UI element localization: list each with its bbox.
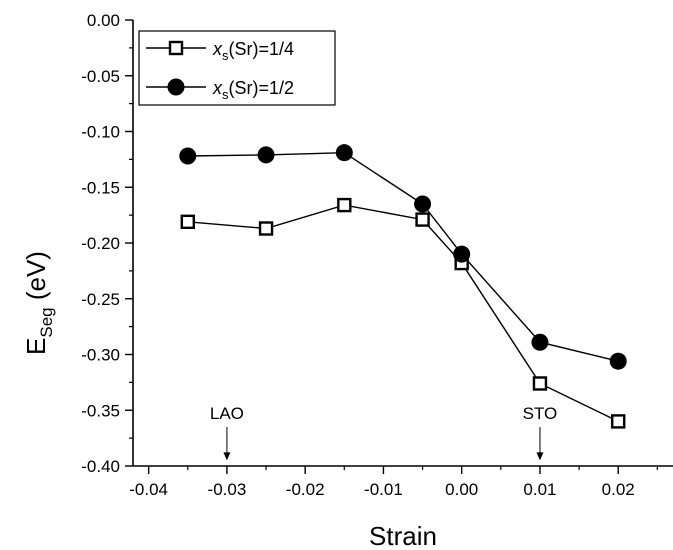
y-tick-label: -0.30 xyxy=(81,346,120,365)
data-point-square xyxy=(258,221,274,236)
data-point-circle xyxy=(335,144,353,162)
y-tick-label: -0.15 xyxy=(81,178,120,197)
y-axis-title: ESeg (eV) xyxy=(21,251,56,355)
data-point-square xyxy=(532,376,548,391)
data-point-circle xyxy=(257,146,275,164)
y-tick-label: -0.25 xyxy=(81,290,120,309)
y-axis: 0.00 -0.05 -0.10 -0.15 -0.20 -0.25 -0.30 -0.35 -… xyxy=(81,11,133,476)
annotation-arrow-head xyxy=(223,452,231,461)
legend: xs(Sr)=1/4 xs(Sr)=1/2 xyxy=(138,30,336,106)
series-2 xyxy=(179,144,627,370)
y-tick-label: 0.00 xyxy=(87,11,120,30)
x-tick-label: 0.01 xyxy=(523,480,556,499)
legend-label: xs(Sr)=1/4 xyxy=(212,39,294,63)
data-point-circle xyxy=(414,195,432,213)
annotation-arrow-head xyxy=(536,452,544,461)
x-tick-label: -0.03 xyxy=(208,480,247,499)
legend-label: xs(Sr)=1/2 xyxy=(212,78,294,102)
data-point-circle xyxy=(453,245,471,263)
y-axis-title-rest: (eV) xyxy=(21,251,51,307)
x-axis: -0.04 -0.03 -0.02 -0.01 0.00 0.01 0.02 xyxy=(129,466,658,499)
annotation-label: LAO xyxy=(210,404,244,423)
series-layer xyxy=(179,144,627,429)
y-axis-title-sub: Seg xyxy=(37,307,56,337)
legend-item-1: xs(Sr)=1/4 xyxy=(146,39,294,63)
y-tick-label: -0.35 xyxy=(81,401,120,420)
x-tick-label: 0.00 xyxy=(445,480,478,499)
y-tick-label: -0.20 xyxy=(81,234,120,253)
data-point-square xyxy=(168,40,184,56)
annotation-lao: LAO xyxy=(210,404,244,461)
data-point-circle xyxy=(167,78,185,96)
annotation-layer: LAO STO xyxy=(210,404,558,461)
data-point-square xyxy=(180,214,195,230)
y-tick-label: -0.05 xyxy=(81,67,120,86)
data-point-square xyxy=(337,197,352,213)
y-tick-label: -0.10 xyxy=(81,123,120,142)
annotation-sto: STO xyxy=(523,404,558,461)
x-tick-label: 0.02 xyxy=(602,480,635,499)
data-point-circle xyxy=(531,333,549,351)
legend-item-2: xs(Sr)=1/2 xyxy=(146,78,294,102)
y-tick-label: -0.40 xyxy=(81,457,120,476)
x-tick-label: -0.04 xyxy=(129,480,168,499)
data-point-circle xyxy=(179,147,197,165)
series-line xyxy=(187,151,619,362)
data-point-square xyxy=(611,414,626,429)
x-axis-title: Strain xyxy=(369,521,437,550)
x-tick-label: -0.02 xyxy=(286,480,325,499)
data-point-circle xyxy=(609,352,627,370)
x-tick-label: -0.01 xyxy=(364,480,403,499)
y-axis-title-main: E xyxy=(21,338,51,355)
series-line xyxy=(187,204,619,423)
data-point-square xyxy=(415,212,430,227)
annotation-label: STO xyxy=(523,404,558,423)
series-1 xyxy=(180,197,626,429)
